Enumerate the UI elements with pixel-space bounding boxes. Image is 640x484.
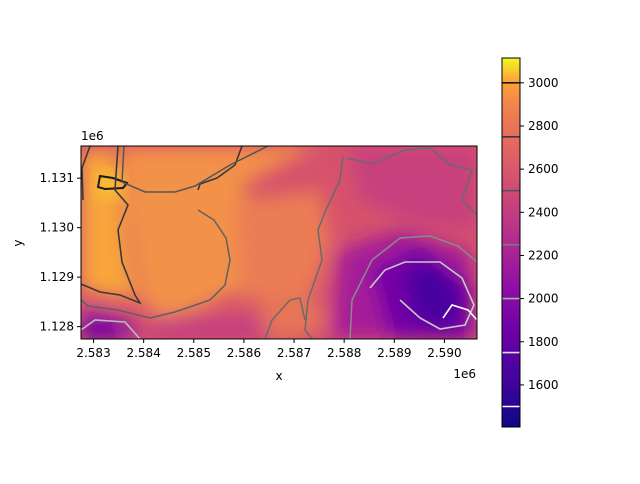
colorbar-ticks: 1600 1800 2000 2200 2400 2600 2800 3000 [520, 76, 559, 392]
y-tick-label: 1.130 [40, 221, 74, 235]
y-axis-ticks: 1.128 1.129 1.130 1.131 [40, 171, 81, 333]
colorbar-tick-label: 2200 [528, 248, 559, 262]
colorbar-tick-label: 2600 [528, 162, 559, 176]
x-axis-label: x [275, 369, 282, 383]
x-tick-label: 2.584 [126, 346, 160, 360]
x-tick-label: 2.587 [277, 346, 311, 360]
x-tick-label: 2.585 [177, 346, 211, 360]
x-tick-label: 2.586 [227, 346, 261, 360]
heatmap-field [81, 146, 477, 339]
colorbar-tick-label: 2800 [528, 119, 559, 133]
colorbar-tick-label: 1800 [528, 335, 559, 349]
y-offset-label: 1e6 [81, 129, 104, 143]
y-tick-label: 1.128 [40, 320, 74, 334]
y-tick-label: 1.131 [40, 171, 74, 185]
colorbar: 1600 1800 2000 2200 2400 2600 2800 3000 [502, 58, 559, 427]
colorbar-gradient [502, 58, 520, 427]
x-tick-label: 2.583 [76, 346, 110, 360]
x-tick-label: 2.590 [427, 346, 461, 360]
colorbar-tick-label: 3000 [528, 76, 559, 90]
colorbar-tick-label: 2000 [528, 292, 559, 306]
y-tick-label: 1.129 [40, 270, 74, 284]
x-tick-label: 2.589 [377, 346, 411, 360]
y-axis-label: y [11, 239, 25, 246]
colorbar-tick-label: 2400 [528, 205, 559, 219]
x-axis-ticks: 2.583 2.584 2.585 2.586 2.587 2.588 2.589 2.590 [76, 339, 461, 360]
x-tick-label: 2.588 [327, 346, 361, 360]
x-offset-label: 1e6 [453, 367, 476, 381]
colorbar-tick-label: 1600 [528, 378, 559, 392]
